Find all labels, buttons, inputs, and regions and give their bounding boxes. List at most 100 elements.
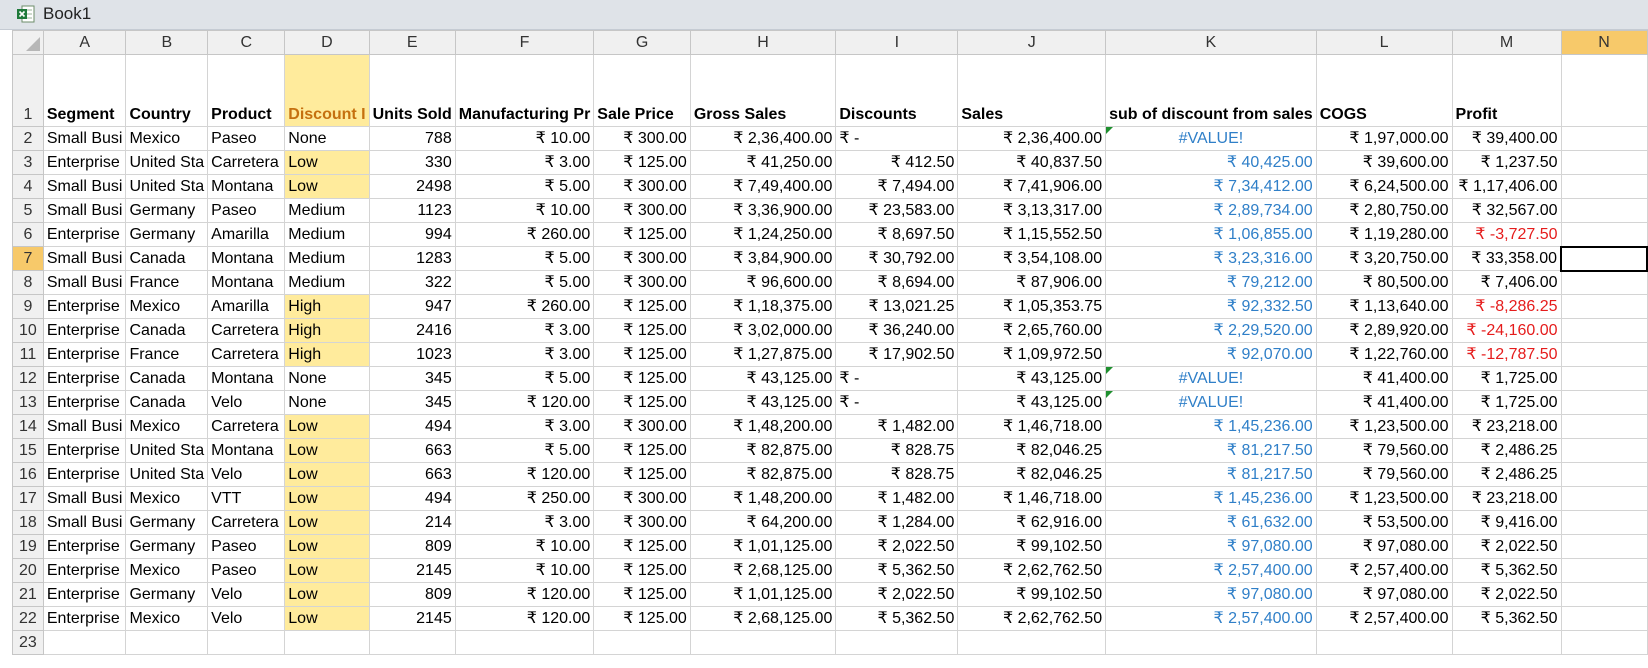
cell-h7[interactable]: ₹ 3,84,900.00 [689,246,837,271]
cell-h13[interactable]: ₹ 43,125.00 [689,390,837,415]
cell-m1[interactable]: Profit [1451,54,1562,127]
cell-a23[interactable] [42,630,127,655]
cell-f11[interactable]: ₹ 3.00 [454,342,595,367]
cell-i9[interactable]: ₹ 13,021.25 [835,294,959,319]
cell-d21[interactable]: Low [284,582,370,607]
cell-e16[interactable]: 663 [368,462,456,487]
cell-f6[interactable]: ₹ 260.00 [454,222,595,247]
column-header-m[interactable]: M [1451,30,1562,55]
cell-h8[interactable]: ₹ 96,600.00 [689,270,837,295]
column-header-b[interactable]: B [125,30,209,55]
cell-c10[interactable]: Carretera [207,318,286,343]
cell-i1[interactable]: Discounts [835,54,959,127]
cell-d4[interactable]: Low [284,174,370,199]
cell-k15[interactable]: ₹ 81,217.50 [1105,438,1317,463]
cell-f18[interactable]: ₹ 3.00 [454,510,595,535]
cell-e4[interactable]: 2498 [368,174,456,199]
cell-e9[interactable]: 947 [368,294,456,319]
cell-b8[interactable]: France [125,270,209,295]
cell-a2[interactable]: Small Busi [42,126,127,151]
cell-h5[interactable]: ₹ 3,36,900.00 [689,198,837,223]
cell-h6[interactable]: ₹ 1,24,250.00 [689,222,837,247]
cell-n8[interactable] [1560,270,1648,295]
cell-g20[interactable]: ₹ 125.00 [593,558,691,583]
cell-i12[interactable]: ₹ - [835,366,959,391]
cell-b9[interactable]: Mexico [125,294,209,319]
cell-m16[interactable]: ₹ 2,486.25 [1451,462,1562,487]
cell-n23[interactable] [1560,630,1648,655]
cell-f9[interactable]: ₹ 260.00 [454,294,595,319]
cell-b20[interactable]: Mexico [125,558,209,583]
cell-n6[interactable] [1560,222,1648,247]
cell-j7[interactable]: ₹ 3,54,108.00 [957,246,1107,271]
cell-l14[interactable]: ₹ 1,23,500.00 [1315,414,1453,439]
cell-m5[interactable]: ₹ 32,567.00 [1451,198,1562,223]
cell-j8[interactable]: ₹ 87,906.00 [957,270,1107,295]
cell-d10[interactable]: High [284,318,370,343]
cell-f5[interactable]: ₹ 10.00 [454,198,595,223]
cell-j1[interactable]: Sales [957,54,1107,127]
cell-m20[interactable]: ₹ 5,362.50 [1451,558,1562,583]
cell-h21[interactable]: ₹ 1,01,125.00 [689,582,837,607]
cell-b3[interactable]: United Sta [125,150,209,175]
cell-m10[interactable]: ₹ -24,160.00 [1451,318,1562,343]
cell-e14[interactable]: 494 [368,414,456,439]
cell-j12[interactable]: ₹ 43,125.00 [957,366,1107,391]
cell-g17[interactable]: ₹ 300.00 [593,486,691,511]
cell-a17[interactable]: Small Busi [42,486,127,511]
cell-h15[interactable]: ₹ 82,875.00 [689,438,837,463]
column-header-a[interactable]: A [42,30,127,55]
cell-f23[interactable] [454,630,595,655]
cell-b10[interactable]: Canada [125,318,209,343]
cell-a15[interactable]: Enterprise [42,438,127,463]
cell-k22[interactable]: ₹ 2,57,400.00 [1105,606,1317,631]
cell-j18[interactable]: ₹ 62,916.00 [957,510,1107,535]
cell-n1[interactable] [1560,54,1648,127]
cell-l15[interactable]: ₹ 79,560.00 [1315,438,1453,463]
cell-h19[interactable]: ₹ 1,01,125.00 [689,534,837,559]
cell-i20[interactable]: ₹ 5,362.50 [835,558,959,583]
row-header-7[interactable]: 7 [12,246,44,271]
cell-l22[interactable]: ₹ 2,57,400.00 [1315,606,1453,631]
error-indicator-icon[interactable] [1106,367,1114,374]
cell-i4[interactable]: ₹ 7,494.00 [835,174,959,199]
cell-k20[interactable]: ₹ 2,57,400.00 [1105,558,1317,583]
cell-d13[interactable]: None [284,390,370,415]
cell-k10[interactable]: ₹ 2,29,520.00 [1105,318,1317,343]
error-indicator-icon[interactable] [1106,127,1114,134]
row-header-1[interactable]: 1 [12,54,44,127]
cell-k1[interactable]: sub of discount from sales [1105,54,1317,127]
cell-b11[interactable]: France [125,342,209,367]
cell-c12[interactable]: Montana [207,366,286,391]
cell-c9[interactable]: Amarilla [207,294,286,319]
cell-f22[interactable]: ₹ 120.00 [454,606,595,631]
cell-b18[interactable]: Germany [125,510,209,535]
cell-h11[interactable]: ₹ 1,27,875.00 [689,342,837,367]
cell-f17[interactable]: ₹ 250.00 [454,486,595,511]
cell-f20[interactable]: ₹ 10.00 [454,558,595,583]
cell-j10[interactable]: ₹ 2,65,760.00 [957,318,1107,343]
cell-j14[interactable]: ₹ 1,46,718.00 [957,414,1107,439]
cell-c8[interactable]: Montana [207,270,286,295]
cell-d3[interactable]: Low [284,150,370,175]
cell-c23[interactable] [207,630,286,655]
cell-k3[interactable]: ₹ 40,425.00 [1105,150,1317,175]
cell-m7[interactable]: ₹ 33,358.00 [1451,246,1562,271]
cell-k2[interactable]: #VALUE! [1105,126,1317,151]
cell-m9[interactable]: ₹ -8,286.25 [1451,294,1562,319]
cell-l2[interactable]: ₹ 1,97,000.00 [1315,126,1453,151]
cell-e13[interactable]: 345 [368,390,456,415]
cell-g7[interactable]: ₹ 300.00 [593,246,691,271]
cell-f21[interactable]: ₹ 120.00 [454,582,595,607]
column-header-j[interactable]: J [957,30,1107,55]
cell-g19[interactable]: ₹ 125.00 [593,534,691,559]
cell-k16[interactable]: ₹ 81,217.50 [1105,462,1317,487]
cell-i22[interactable]: ₹ 5,362.50 [835,606,959,631]
cell-d7[interactable]: Medium [284,246,370,271]
cell-j17[interactable]: ₹ 1,46,718.00 [957,486,1107,511]
cell-c22[interactable]: Velo [207,606,286,631]
cell-n11[interactable] [1560,342,1648,367]
cell-f13[interactable]: ₹ 120.00 [454,390,595,415]
cell-n7[interactable] [1560,245,1648,272]
cell-j4[interactable]: ₹ 7,41,906.00 [957,174,1107,199]
